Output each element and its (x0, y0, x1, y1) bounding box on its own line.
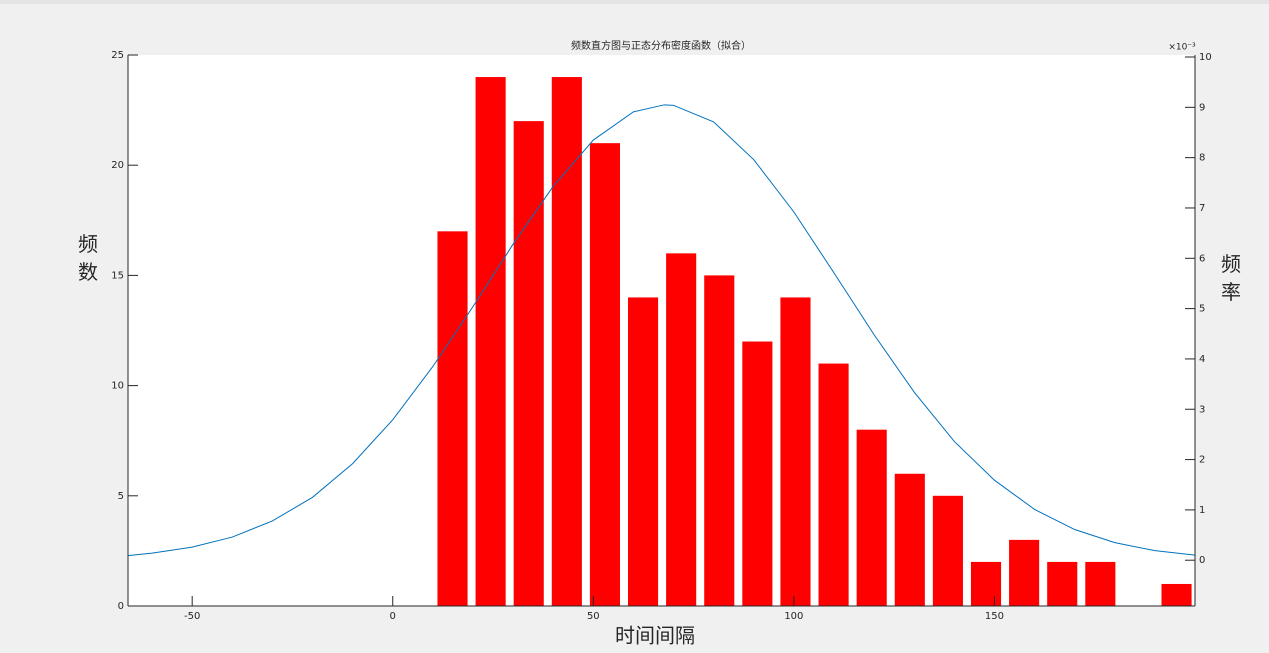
y2-axis-label: 频率 (1221, 252, 1241, 304)
y2-tick-label: 1 (1199, 505, 1205, 516)
bar (437, 231, 468, 606)
bar (704, 275, 735, 606)
x-tick-label: 150 (985, 611, 1004, 622)
y-tick-label: 0 (118, 601, 124, 612)
bar (589, 143, 620, 606)
bar (1047, 561, 1078, 606)
bar (856, 429, 887, 606)
bar (513, 121, 544, 606)
y-tick-label: 10 (111, 381, 124, 392)
bar (780, 297, 811, 606)
plot-area (128, 55, 1195, 606)
y2-multiplier: ×10⁻³ (1168, 43, 1196, 53)
y-axis-label: 频数 (78, 232, 98, 284)
y2-tick-label: 4 (1199, 354, 1205, 365)
bar (551, 77, 582, 606)
x-axis-label: 时间间隔 (615, 624, 695, 648)
bar (1161, 583, 1192, 606)
y2-tick-label: 0 (1199, 555, 1205, 566)
chart-title: 频数直方图与正态分布密度函数（拟合） (571, 39, 751, 52)
bar (818, 363, 849, 606)
x-tick-label: -50 (184, 611, 200, 622)
bar (932, 495, 963, 606)
y2-tick-label: 8 (1199, 153, 1205, 164)
plot-marks (128, 77, 1195, 606)
bar (1009, 539, 1040, 606)
y2-tick-label: 3 (1199, 404, 1205, 415)
bar (475, 77, 506, 606)
y2-tick-label: 10 (1199, 52, 1212, 63)
y-tick-label: 20 (111, 160, 124, 171)
x-tick-label: 0 (390, 611, 396, 622)
y-tick-label: 5 (118, 491, 124, 502)
y2-tick-label: 9 (1199, 102, 1205, 113)
x-tick-label: 50 (587, 611, 600, 622)
y-tick-label: 15 (111, 270, 124, 281)
bar (742, 341, 773, 606)
bar (666, 253, 697, 606)
bar (627, 297, 659, 606)
bar (1085, 561, 1116, 606)
toolbar-strip (0, 0, 1269, 4)
x-tick-label: 100 (784, 611, 803, 622)
y2-tick-label: 5 (1199, 304, 1205, 315)
y2-tick-label: 6 (1199, 253, 1205, 264)
y2-tick-label: 7 (1199, 203, 1205, 214)
y2-tick-label: 2 (1199, 455, 1205, 466)
bar (894, 473, 925, 606)
bar (970, 561, 1002, 606)
y-tick-label: 25 (111, 50, 124, 61)
density-curve (128, 104, 1195, 557)
